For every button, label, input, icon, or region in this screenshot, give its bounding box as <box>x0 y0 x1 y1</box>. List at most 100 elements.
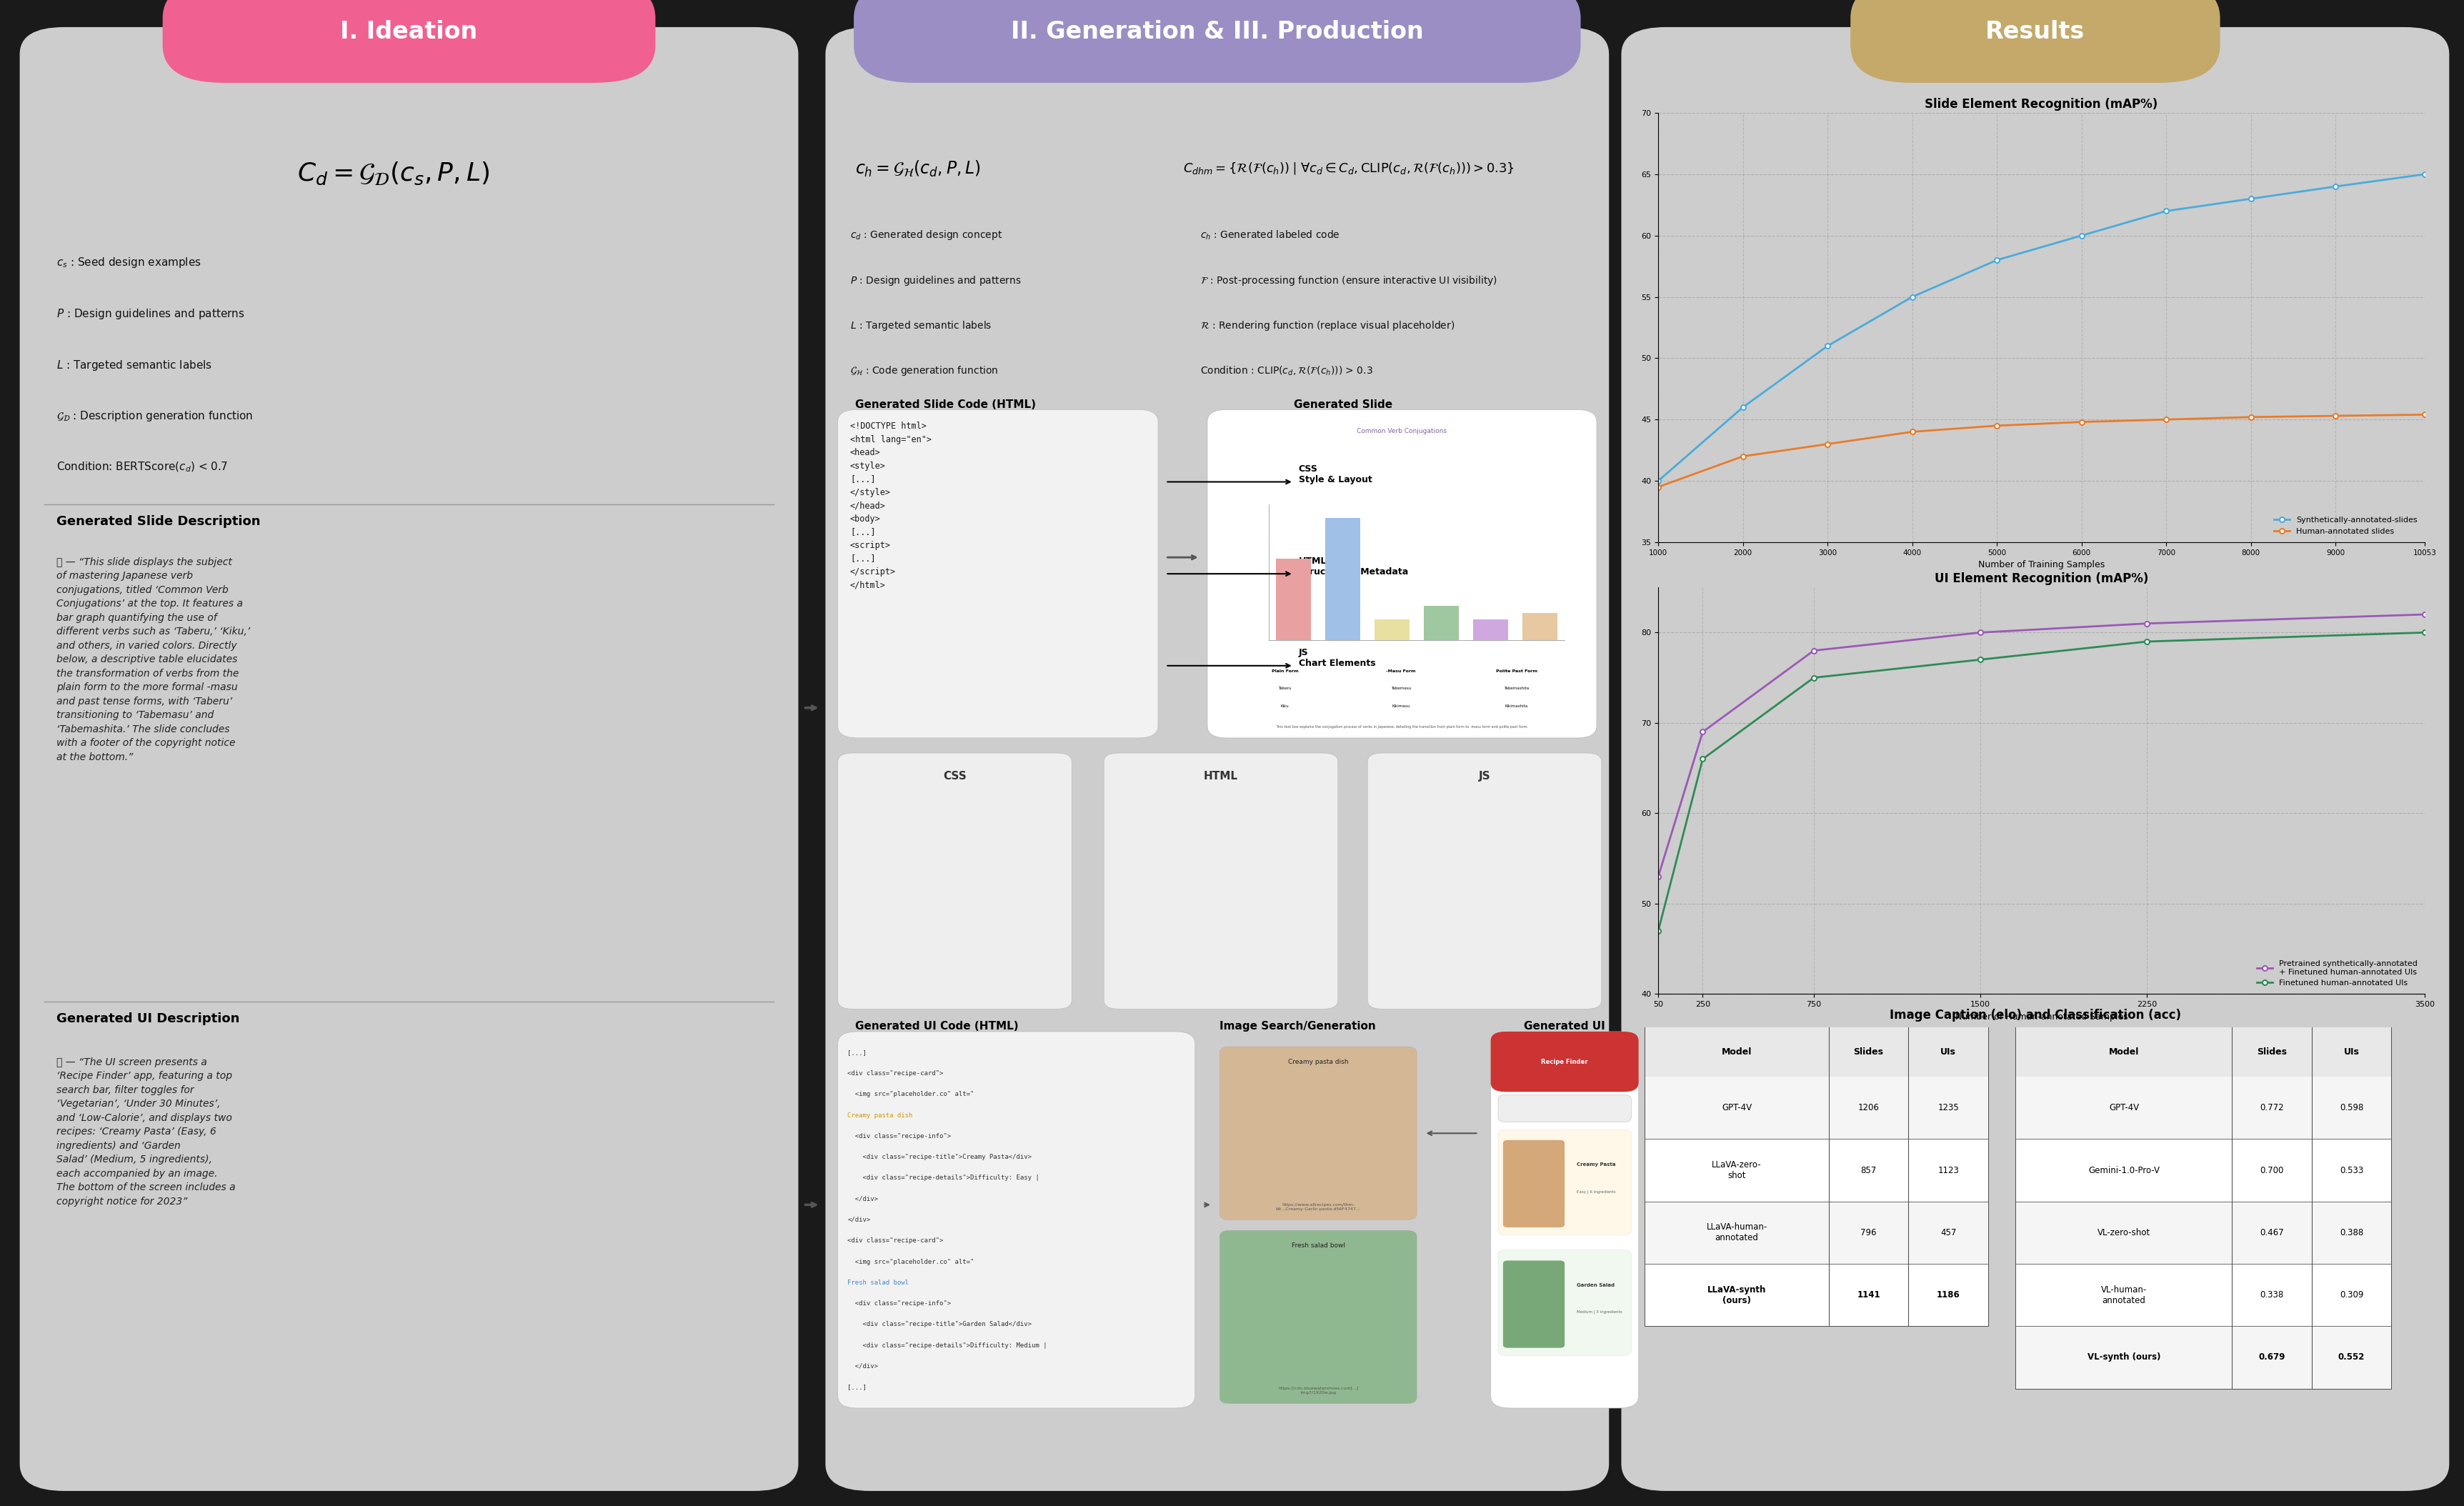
FancyBboxPatch shape <box>1498 1095 1631 1122</box>
Text: <div class="recipe-details">Difficulty: Easy |: <div class="recipe-details">Difficulty: … <box>848 1175 1040 1181</box>
FancyBboxPatch shape <box>838 410 1158 738</box>
Text: $P$ : Design guidelines and patterns: $P$ : Design guidelines and patterns <box>57 307 244 321</box>
Text: 0.598: 0.598 <box>2341 1104 2363 1113</box>
Text: 796: 796 <box>1860 1227 1878 1238</box>
Text: https://cdn.bluewatershoes.com[...]
img7/1920w.jpg: https://cdn.bluewatershoes.com[...] img7… <box>1279 1387 1358 1395</box>
Text: Generated Slide Code (HTML): Generated Slide Code (HTML) <box>855 399 1035 410</box>
Line: Human-annotated slides: Human-annotated slides <box>1656 413 2427 489</box>
Bar <box>1646 1264 1988 1327</box>
Text: Condition: BERTScore$(c_d)$ < 0.7: Condition: BERTScore$(c_d)$ < 0.7 <box>57 461 227 474</box>
Text: <div class="recipe-info">: <div class="recipe-info"> <box>848 1133 951 1140</box>
Text: Generated UI Code (HTML): Generated UI Code (HTML) <box>855 1021 1018 1032</box>
Text: 0.772: 0.772 <box>2259 1104 2284 1113</box>
Synthetically-annotated-slides <box>2067 226 2097 244</box>
Text: Taberu: Taberu <box>1279 687 1291 690</box>
Text: Generated UI Description: Generated UI Description <box>57 1012 239 1026</box>
Text: Garden Salad: Garden Salad <box>1577 1283 1614 1288</box>
Human-annotated slides <box>1981 417 2011 435</box>
Finetuned human-annotated UIs <box>1966 651 1996 669</box>
Text: 0.552: 0.552 <box>2338 1352 2365 1361</box>
Finetuned human-annotated UIs <box>1688 750 1717 768</box>
Text: CSS
Style & Layout: CSS Style & Layout <box>1299 464 1372 485</box>
Line: Pretrained synthetically-annotated
+ Finetuned human-annotated UIs: Pretrained synthetically-annotated + Fin… <box>1656 611 2427 880</box>
Text: CSS: CSS <box>944 771 966 782</box>
Synthetically-annotated-slides <box>2410 166 2439 184</box>
Pretrained synthetically-annotated
+ Finetuned human-annotated UIs <box>2410 605 2439 623</box>
Text: <div class="recipe-title">Garden Salad</div>: <div class="recipe-title">Garden Salad</… <box>848 1321 1032 1328</box>
Text: I. Ideation: I. Ideation <box>340 20 478 44</box>
FancyBboxPatch shape <box>1220 1047 1417 1220</box>
X-axis label: Number of Training Samples: Number of Training Samples <box>1979 560 2104 569</box>
Text: $\mathcal{G}_{\mathcal{H}}$ : Code generation function: $\mathcal{G}_{\mathcal{H}}$ : Code gener… <box>850 364 998 378</box>
Bar <box>2016 1027 2393 1389</box>
Text: </div>: </div> <box>848 1196 877 1202</box>
FancyBboxPatch shape <box>1503 1261 1565 1348</box>
Text: 1141: 1141 <box>1858 1291 1880 1300</box>
Text: Model: Model <box>2109 1047 2139 1057</box>
FancyBboxPatch shape <box>825 27 1609 1491</box>
Text: Generated Slide Description: Generated Slide Description <box>57 515 261 529</box>
Text: 1186: 1186 <box>1937 1291 1959 1300</box>
Bar <box>1424 607 1459 640</box>
Bar <box>2016 1027 2393 1077</box>
Pretrained synthetically-annotated
+ Finetuned human-annotated UIs <box>1643 867 1673 886</box>
Text: </div>: </div> <box>848 1363 877 1369</box>
Synthetically-annotated-slides <box>1981 252 2011 270</box>
Text: Polite Past Form: Polite Past Form <box>1496 670 1538 673</box>
FancyBboxPatch shape <box>1498 1130 1631 1235</box>
Synthetically-annotated-slides <box>1897 288 1927 306</box>
Bar <box>1276 559 1311 640</box>
Human-annotated slides <box>1643 477 1673 495</box>
Bar <box>1646 1139 1988 1202</box>
Text: LLaVA-zero-
shot: LLaVA-zero- shot <box>1712 1160 1762 1181</box>
Text: [...]: [...] <box>848 1384 867 1390</box>
Bar <box>1646 1077 1988 1139</box>
Bar <box>1646 1202 1988 1264</box>
FancyBboxPatch shape <box>1503 1140 1565 1227</box>
Text: Plain Form: Plain Form <box>1271 670 1299 673</box>
Finetuned human-annotated UIs <box>2131 633 2161 651</box>
Text: 0.388: 0.388 <box>2341 1227 2363 1238</box>
Text: 457: 457 <box>1939 1227 1956 1238</box>
Bar <box>1375 620 1409 640</box>
Text: Slides: Slides <box>1853 1047 1882 1057</box>
Text: JS: JS <box>1478 771 1491 782</box>
Pretrained synthetically-annotated
+ Finetuned human-annotated UIs <box>2131 614 2161 633</box>
Text: $\mathcal{F}$ : Post-processing function (ensure interactive UI visibility): $\mathcal{F}$ : Post-processing function… <box>1200 274 1498 288</box>
Text: 857: 857 <box>1860 1166 1878 1175</box>
Text: 1123: 1123 <box>1937 1166 1959 1175</box>
Text: <div class="recipe-info">: <div class="recipe-info"> <box>848 1300 951 1307</box>
Line: Synthetically-annotated-slides: Synthetically-annotated-slides <box>1656 172 2427 483</box>
FancyBboxPatch shape <box>1220 1230 1417 1404</box>
Text: https://www.allrecipes.com/thm-
blt...Creamy-Garlic-pasta-d56F4747...: https://www.allrecipes.com/thm- blt...Cr… <box>1276 1203 1360 1211</box>
Text: Fresh salad bowl: Fresh salad bowl <box>848 1280 909 1286</box>
FancyBboxPatch shape <box>1368 753 1602 1009</box>
Text: <img src="placeholder.co" alt=": <img src="placeholder.co" alt=" <box>848 1259 973 1265</box>
Text: Tabemashita: Tabemashita <box>1503 687 1530 690</box>
Synthetically-annotated-slides <box>2151 202 2181 220</box>
Text: $C_{dhm} = \{\mathcal{R}(\mathcal{F}(c_h)) \mid \forall c_d \in C_d, \mathrm{CLI: $C_{dhm} = \{\mathcal{R}(\mathcal{F}(c_h… <box>1183 161 1515 176</box>
Human-annotated slides <box>2067 413 2097 431</box>
FancyBboxPatch shape <box>1207 410 1597 738</box>
Text: -Masu Form: -Masu Form <box>1385 670 1417 673</box>
FancyBboxPatch shape <box>1621 27 2449 1491</box>
Title: Slide Element Recognition (mAP%): Slide Element Recognition (mAP%) <box>1924 98 2158 111</box>
Text: LLaVA-synth
(ours): LLaVA-synth (ours) <box>1708 1285 1767 1306</box>
Text: Tabemasu: Tabemasu <box>1390 687 1412 690</box>
Text: This text box explains the conjugation process of verbs in Japanese, detailing t: This text box explains the conjugation p… <box>1276 726 1528 729</box>
Bar <box>1646 1027 1988 1327</box>
Bar <box>2016 1139 2393 1202</box>
Legend: Pretrained synthetically-annotated
+ Finetuned human-annotated UIs, Finetuned hu: Pretrained synthetically-annotated + Fin… <box>2255 958 2420 989</box>
FancyBboxPatch shape <box>838 753 1072 1009</box>
Bar <box>1326 518 1360 640</box>
Bar <box>2016 1327 2393 1389</box>
Bar <box>1523 613 1557 640</box>
Text: II. Generation & III. Production: II. Generation & III. Production <box>1010 20 1424 44</box>
Text: Creamy pasta dish: Creamy pasta dish <box>1289 1059 1348 1065</box>
Text: Kikimasu: Kikimasu <box>1392 705 1409 708</box>
Text: Model: Model <box>1722 1047 1752 1057</box>
Text: Generated UI: Generated UI <box>1525 1021 1604 1032</box>
FancyBboxPatch shape <box>1850 0 2220 83</box>
Text: HTML: HTML <box>1205 771 1237 782</box>
Text: JS
Chart Elements: JS Chart Elements <box>1299 648 1375 669</box>
